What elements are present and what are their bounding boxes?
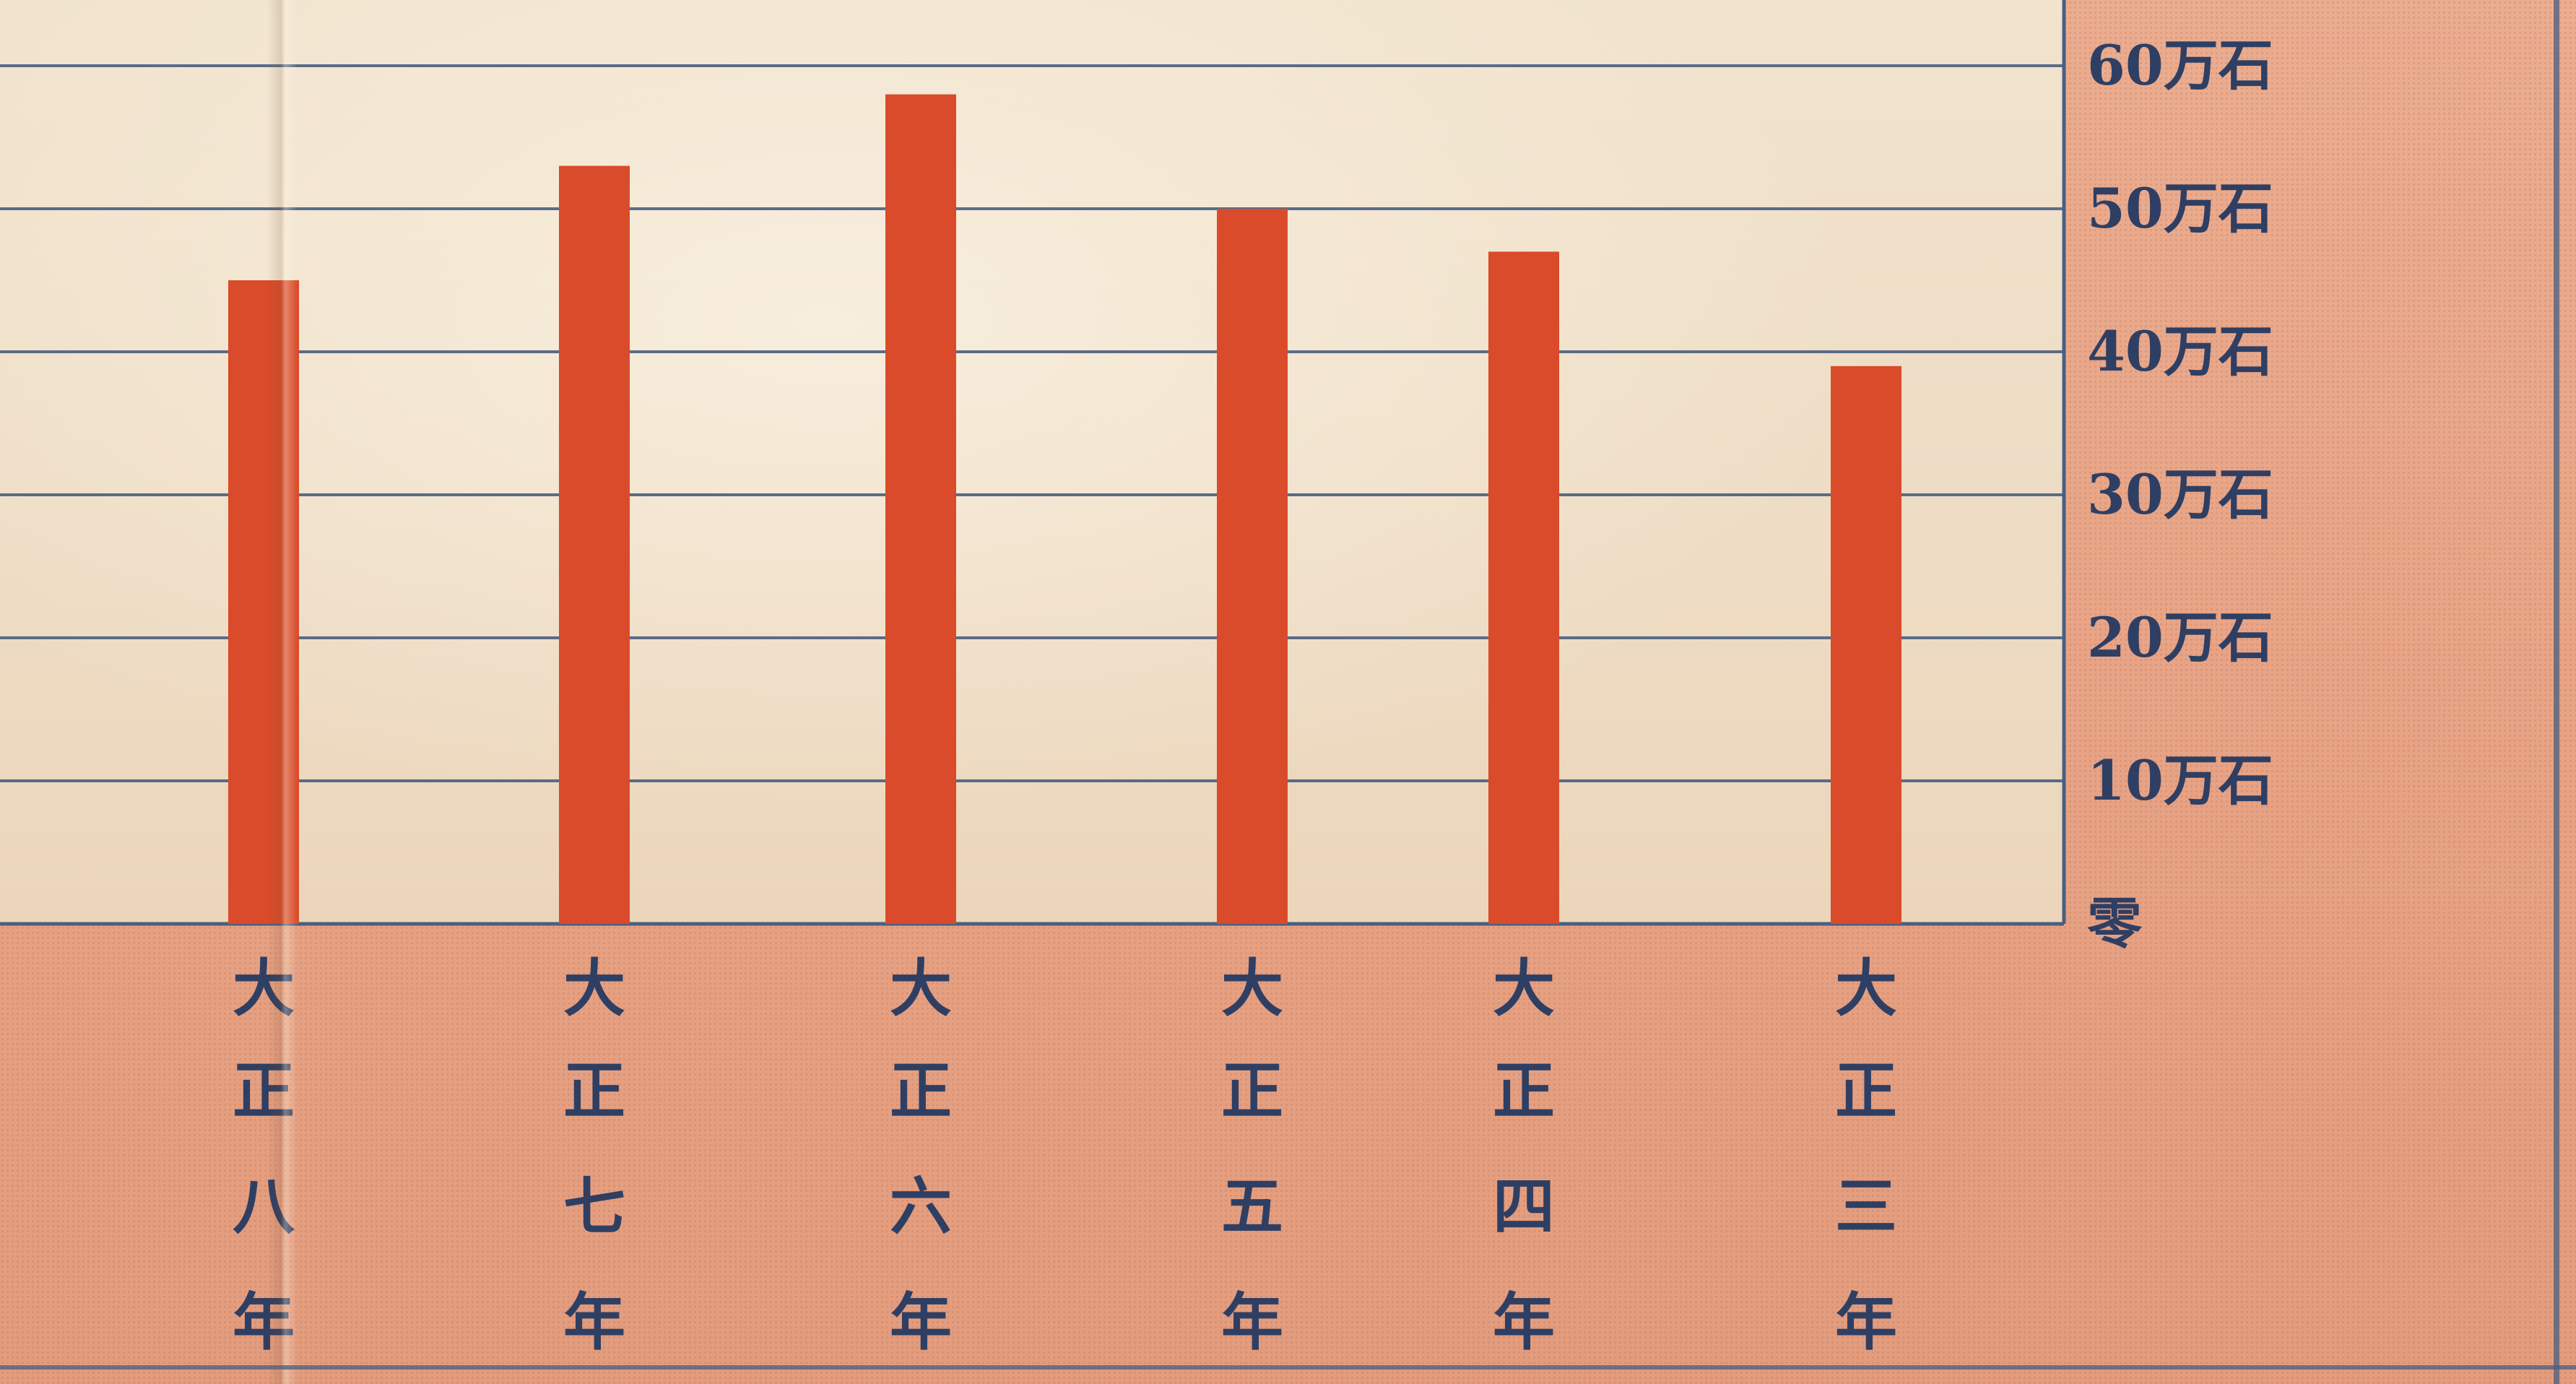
- y-tick-label: 40万石: [2087, 319, 2273, 384]
- bar-3: [885, 94, 956, 925]
- category-char: 四: [1493, 1170, 1555, 1243]
- page-border-bottom: [0, 1365, 2576, 1370]
- x-category-label: 大正五年: [1221, 952, 1283, 1359]
- y-tick-labels: 零 10万石 20万石 30万石 40万石 50万石 60万石: [2087, 33, 2273, 956]
- page-border-right: [2554, 0, 2559, 1384]
- category-char: 三: [1835, 1170, 1897, 1243]
- category-char: 六: [890, 1170, 952, 1243]
- y-tick-label: 20万石: [2087, 605, 2273, 670]
- bar-2: [559, 165, 630, 925]
- category-char: 大: [890, 952, 952, 1025]
- category-char: 大: [1493, 952, 1555, 1025]
- x-category-label: 大正六年: [890, 952, 952, 1359]
- category-char: 正: [233, 1055, 295, 1128]
- category-char: 大: [1221, 952, 1283, 1025]
- bars: [228, 94, 1901, 925]
- bar-5: [1488, 251, 1559, 924]
- category-char: 年: [233, 1286, 295, 1359]
- category-char: 八: [233, 1170, 295, 1243]
- category-char: 五: [1221, 1170, 1283, 1243]
- y-tick-label: 50万石: [2087, 176, 2273, 241]
- category-char: 年: [1493, 1286, 1555, 1359]
- x-category-label: 大正三年: [1835, 952, 1897, 1359]
- category-char: 年: [1835, 1286, 1897, 1359]
- gridlines: [0, 64, 2064, 782]
- category-char: 年: [1221, 1286, 1283, 1359]
- category-char: 大: [1835, 952, 1897, 1025]
- plot-area: [0, 0, 2064, 924]
- category-char: 正: [1221, 1055, 1283, 1128]
- bar-4: [1217, 209, 1288, 924]
- bar-1: [228, 280, 299, 924]
- category-char: 大: [563, 952, 625, 1025]
- bar-6: [1831, 366, 1901, 924]
- category-char: 年: [890, 1286, 952, 1359]
- x-category-label: 大正四年: [1493, 952, 1555, 1359]
- category-char: 年: [563, 1286, 625, 1359]
- category-char: 正: [1493, 1055, 1555, 1128]
- category-char: 正: [1835, 1055, 1897, 1128]
- category-char: 大: [233, 952, 295, 1025]
- category-char: 七: [563, 1170, 625, 1243]
- y-tick-label: 零: [2087, 891, 2143, 956]
- category-char: 正: [890, 1055, 952, 1128]
- y-tick-label: 30万石: [2087, 462, 2273, 527]
- x-category-label: 大正七年: [563, 952, 625, 1359]
- y-tick-label: 10万石: [2087, 748, 2273, 813]
- y-tick-label: 60万石: [2087, 33, 2273, 98]
- category-char: 正: [563, 1055, 625, 1128]
- x-category-label: 大正八年: [233, 952, 295, 1359]
